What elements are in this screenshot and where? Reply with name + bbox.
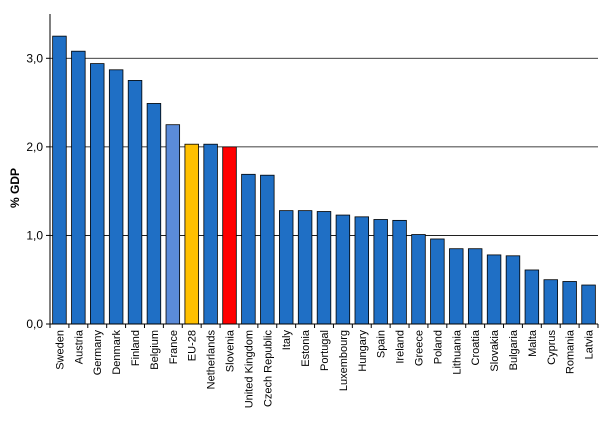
x-tick-label: Hungary: [357, 330, 369, 372]
y-axis-title: % GDP: [8, 168, 22, 208]
x-tick-label: Greece: [413, 330, 425, 366]
bar-united-kingdom: [241, 173, 256, 325]
bar-luxembourg: [335, 214, 351, 325]
bar-sweden: [52, 35, 67, 325]
bar-latvia: [581, 284, 596, 325]
bar-france: [165, 124, 181, 325]
x-tick-label: Bulgaria: [508, 329, 520, 370]
x-tick-label: Netherlands: [206, 330, 218, 390]
x-tick-label: Ireland: [395, 330, 407, 364]
bar-estonia: [297, 210, 313, 325]
bar-lithuania: [449, 248, 464, 325]
y-tick-label: 3,0: [26, 51, 43, 65]
bar-ireland: [392, 219, 407, 325]
bar-czech-republic: [260, 174, 275, 325]
x-tick-label: United Kingdom: [243, 330, 255, 408]
x-tick-label: Sweden: [54, 330, 66, 370]
x-tick-label: Slovenia: [225, 329, 237, 372]
bar-croatia: [467, 248, 483, 325]
x-tick-label: Spain: [376, 330, 388, 358]
x-tick-label: Belgium: [149, 330, 161, 370]
bar-malta: [524, 269, 540, 325]
x-tick-label: Germany: [92, 330, 104, 376]
x-tick-label: Romania: [565, 329, 577, 374]
bar-slovakia: [486, 254, 502, 325]
bars-layer: [52, 35, 596, 325]
x-tick-label: Italy: [281, 330, 293, 351]
bar-spain: [373, 219, 388, 325]
x-tick-label: EU-28: [187, 330, 199, 361]
x-tick-label: Austria: [73, 329, 85, 364]
y-tick-labels: 0,0 1,0 2,0 3,0: [26, 51, 43, 331]
y-tick-label: 0,0: [26, 317, 43, 331]
bar-slovenia: [222, 146, 237, 325]
x-tick-label: Lithuania: [451, 329, 463, 375]
y-tick-label: 1,0: [26, 228, 43, 242]
y-tick-label: 2,0: [26, 140, 43, 154]
bar-hungary: [354, 216, 369, 325]
axis-layer: [46, 14, 599, 328]
bar-germany: [90, 63, 105, 325]
x-tick-label: Latvia: [584, 329, 596, 359]
x-tick-label: Luxembourg: [338, 330, 350, 391]
x-tick-label: Croatia: [470, 329, 482, 365]
x-tick-label: Cyprus: [546, 330, 558, 365]
bar-belgium: [146, 103, 162, 325]
bar-greece: [411, 234, 426, 325]
x-tick-label: Finland: [130, 330, 142, 366]
x-tick-label: Slovakia: [489, 329, 501, 371]
bar-eu-28: [184, 143, 199, 325]
x-tick-label: Estonia: [300, 329, 312, 367]
x-tick-label: France: [168, 330, 180, 364]
bar-netherlands: [203, 143, 218, 325]
x-tick-label: Poland: [432, 330, 444, 364]
bar-italy: [278, 210, 294, 325]
bar-bulgaria: [505, 255, 521, 325]
bar-finland: [127, 80, 143, 325]
bar-portugal: [316, 211, 332, 325]
x-tick-label: Czech Republic: [262, 330, 274, 408]
bar-poland: [430, 238, 445, 325]
x-tick-label: Denmark: [111, 330, 123, 375]
bar-romania: [562, 281, 577, 325]
x-tick-label: Portugal: [319, 330, 331, 371]
bar-denmark: [108, 69, 124, 325]
x-tick-label: Malta: [527, 329, 539, 357]
x-tick-labels: Sweden Austria Germany Denmark Finland Belgiu…: [54, 329, 595, 408]
bar-cyprus: [543, 279, 558, 325]
bar-austria: [71, 50, 86, 325]
